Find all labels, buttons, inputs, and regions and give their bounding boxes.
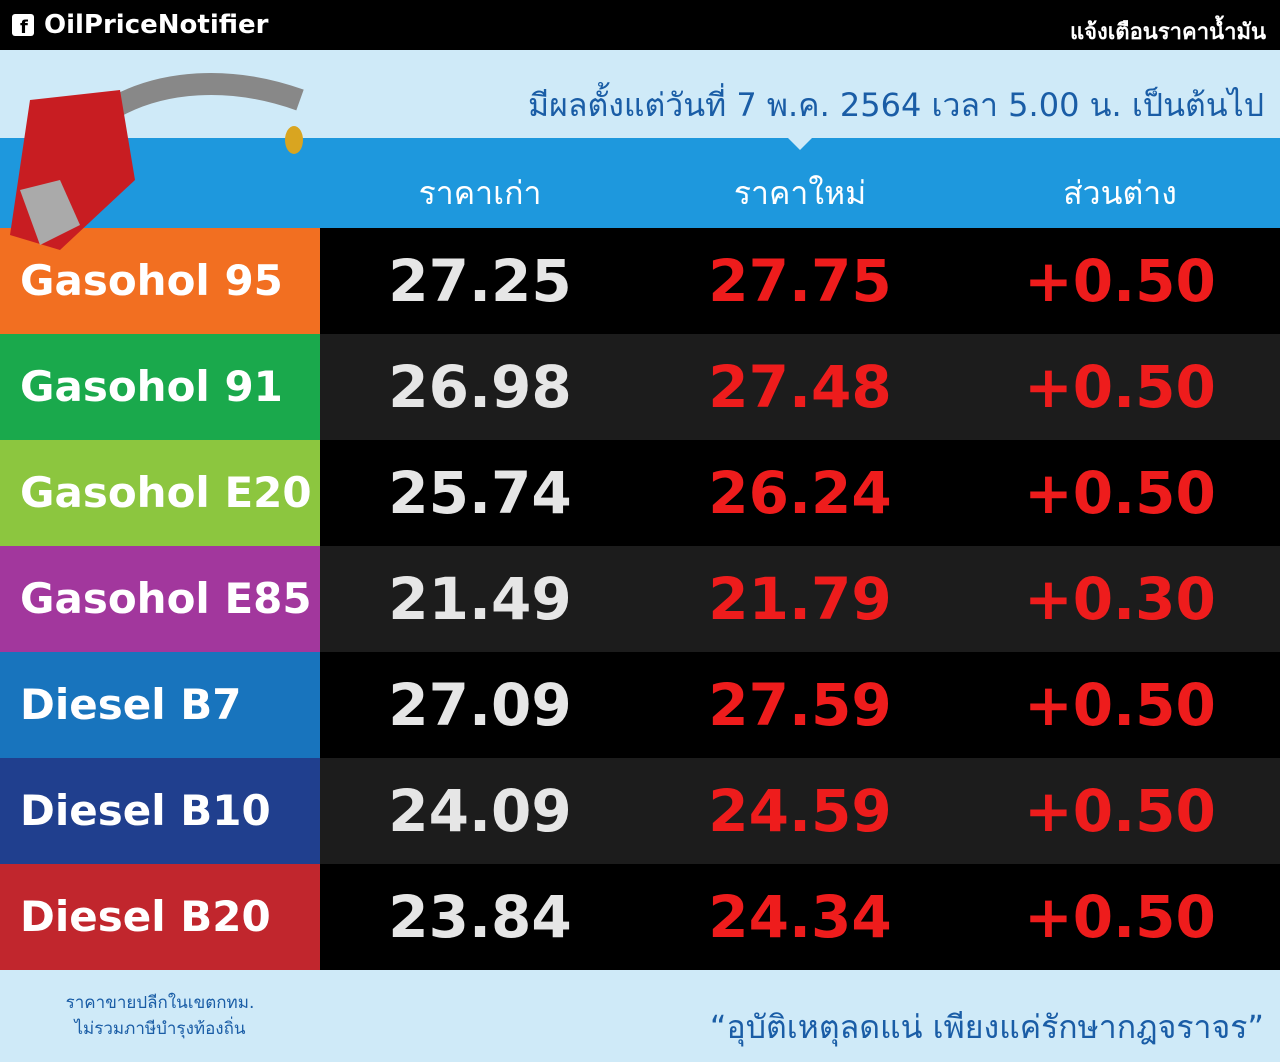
table-row: Diesel B20 23.84 24.34 +0.50 bbox=[0, 864, 1280, 970]
price-diff: +0.50 bbox=[1024, 247, 1216, 315]
table-row: Gasohol 91 26.98 27.48 +0.50 bbox=[0, 334, 1280, 440]
top-bar: f OilPriceNotifier แจ้งเตือนราคาน้ำมัน bbox=[0, 0, 1280, 50]
slogan: “อุบัติเหตุลดแน่ เพียงแค่รักษากฎจราจร” bbox=[709, 1008, 1264, 1046]
note-line: ราคาขายปลีกในเขตกทม. bbox=[65, 993, 255, 1013]
price-diff: +0.50 bbox=[1024, 883, 1216, 951]
table-row: Diesel B7 27.09 27.59 +0.50 bbox=[0, 652, 1280, 758]
fuel-name: Diesel B10 bbox=[0, 758, 320, 864]
effective-date: มีผลตั้งแต่วันที่ 7 พ.ค. 2564 เวลา 5.00 … bbox=[527, 86, 1264, 124]
facebook-icon: f bbox=[12, 14, 34, 38]
table-row: Diesel B10 24.09 24.59 +0.50 bbox=[0, 758, 1280, 864]
old-price: 24.09 bbox=[388, 777, 572, 845]
table-row: Gasohol E85 21.49 21.79 +0.30 bbox=[0, 546, 1280, 652]
fuel-name: Diesel B20 bbox=[0, 864, 320, 970]
column-header: ราคาใหม่ bbox=[733, 174, 867, 212]
footer: ราคาขายปลีกในเขตกทม. ไม่รวมภาษีบำรุงท้อง… bbox=[0, 970, 1280, 1062]
new-price: 27.75 bbox=[708, 247, 892, 315]
new-price: 26.24 bbox=[708, 459, 892, 527]
price-diff: +0.50 bbox=[1024, 353, 1216, 421]
old-price: 27.25 bbox=[388, 247, 572, 315]
old-price: 27.09 bbox=[388, 671, 572, 739]
fuel-name: Gasohol E85 bbox=[0, 546, 320, 652]
table-row: Gasohol 95 27.25 27.75 +0.50 bbox=[0, 228, 1280, 334]
nozzle-icon bbox=[10, 73, 304, 250]
brand: OilPriceNotifier bbox=[44, 10, 269, 40]
price-diff: +0.50 bbox=[1024, 459, 1216, 527]
column-header: ราคาเก่า bbox=[418, 174, 542, 212]
new-price: 27.59 bbox=[708, 671, 892, 739]
table-row: Gasohol E20 25.74 26.24 +0.50 bbox=[0, 440, 1280, 546]
old-price: 23.84 bbox=[388, 883, 572, 951]
price-diff: +0.50 bbox=[1024, 777, 1216, 845]
price-diff: +0.30 bbox=[1024, 565, 1216, 633]
pointer bbox=[788, 138, 812, 150]
note-line: ไม่รวมภาษีบำรุงท้องถิ่น bbox=[74, 1019, 246, 1039]
old-price: 26.98 bbox=[388, 353, 572, 421]
table-header bbox=[0, 138, 1280, 228]
fuel-name: Gasohol E20 bbox=[0, 440, 320, 546]
new-price: 21.79 bbox=[708, 565, 892, 633]
fuel-name: Gasohol 91 bbox=[0, 334, 320, 440]
footer-note: ราคาขายปลีกในเขตกทม. ไม่รวมภาษีบำรุงท้อง… bbox=[20, 990, 300, 1042]
new-price: 24.34 bbox=[708, 883, 892, 951]
old-price: 25.74 bbox=[388, 459, 572, 527]
old-price: 21.49 bbox=[388, 565, 572, 633]
tagline: แจ้งเตือนราคาน้ำมัน bbox=[1069, 20, 1266, 45]
fuel-name: Diesel B7 bbox=[0, 652, 320, 758]
price-diff: +0.50 bbox=[1024, 671, 1216, 739]
new-price: 24.59 bbox=[708, 777, 892, 845]
column-header: ส่วนต่าง bbox=[1063, 174, 1177, 212]
new-price: 27.48 bbox=[708, 353, 892, 421]
